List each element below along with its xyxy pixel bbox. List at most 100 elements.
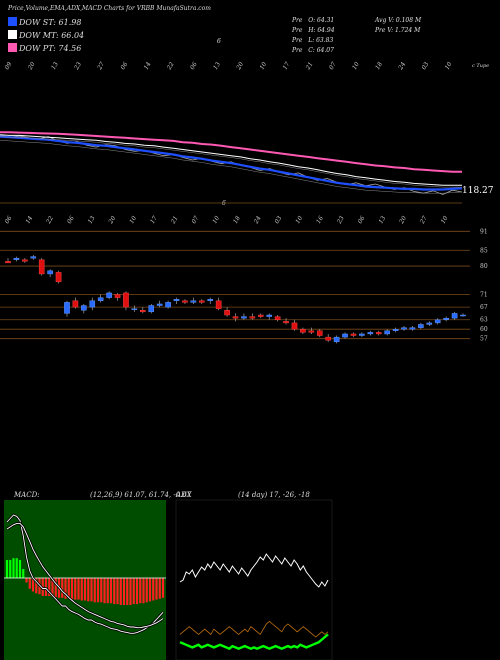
price-y-tick: 85 xyxy=(480,247,488,254)
candle-body xyxy=(165,302,171,308)
price-x-tick: 06 xyxy=(66,215,76,225)
candle-body xyxy=(72,300,79,308)
candle-body xyxy=(443,317,449,320)
candle-body xyxy=(55,272,62,283)
ema-shadow-line xyxy=(0,136,462,188)
price-y-tick: 71 xyxy=(480,291,488,298)
legend-mt: DOW MT: 66.04 xyxy=(8,30,84,40)
ema-last-value: 118.27 xyxy=(462,186,494,196)
candle-body xyxy=(81,305,87,311)
candle-body xyxy=(283,321,289,324)
st-swatch xyxy=(8,17,17,26)
adx-plus-di-line xyxy=(179,620,329,638)
candle-body xyxy=(249,316,256,319)
price-x-tick: 20 xyxy=(107,215,117,226)
price-x-tick: 10 xyxy=(294,215,304,225)
price-x-tick: 16 xyxy=(315,215,325,225)
adx-line xyxy=(179,553,329,588)
candle-body xyxy=(359,333,365,336)
candle-body xyxy=(300,329,306,333)
candle-body xyxy=(224,310,230,316)
price-x-tick: 13 xyxy=(377,215,387,225)
price-x-tick: 10 xyxy=(211,215,221,225)
candle-body xyxy=(89,300,96,308)
mt-swatch xyxy=(8,30,17,39)
price-low: Pre L: 63.83 xyxy=(292,37,334,44)
price-y-tick: 67 xyxy=(480,304,488,311)
ema-x-tick: 09 xyxy=(4,61,14,71)
candle-body xyxy=(123,292,129,308)
price-x-tick: 10 xyxy=(440,215,450,225)
ema-x-tick: 10 xyxy=(258,61,268,71)
ema-x-tick: 20 xyxy=(26,61,36,72)
macd-title: MACD: xyxy=(14,491,40,499)
ema-x-tick: 21 xyxy=(304,61,314,72)
candle-body xyxy=(460,314,466,317)
candle-body xyxy=(316,330,323,336)
ema-x-tick: 14 xyxy=(143,61,153,71)
ema-line-st xyxy=(0,135,463,191)
candle-body xyxy=(5,261,11,264)
candle-body xyxy=(342,333,348,338)
ema-shadow-line xyxy=(0,140,463,194)
price-y-tick: 63 xyxy=(480,317,488,324)
ema-x-tick: 17 xyxy=(282,61,292,71)
ema-x-tick: 07 xyxy=(328,61,338,71)
ema-x-tick: 22 xyxy=(165,61,175,72)
candle-body xyxy=(148,305,155,313)
price-open: Pre O: 64.31 xyxy=(292,17,335,24)
price-x-tick: 14 xyxy=(24,215,34,225)
ema-corner-label: c Tupe xyxy=(472,63,490,69)
price-x-tick: 03 xyxy=(274,215,284,225)
price-top-marker: 6 xyxy=(222,200,226,207)
price-x-tick: 22 xyxy=(45,215,55,226)
candle-body xyxy=(173,299,180,301)
ema-x-tick: 10 xyxy=(351,61,361,71)
candle-body xyxy=(333,336,340,343)
price-close: Pre C: 64.07 xyxy=(292,47,334,54)
candle-body xyxy=(38,259,45,275)
price-x-tick: 10 xyxy=(128,215,138,225)
ema-x-tick: 06 xyxy=(119,61,129,71)
candle-body xyxy=(409,327,416,330)
ema-x-tick: 13 xyxy=(50,61,60,71)
price-x-tick: 27 xyxy=(418,215,428,226)
price-x-tick: 23 xyxy=(335,215,345,226)
price-x-tick: 24 xyxy=(252,215,262,226)
adx-params: (14 day) 17, -26, -18 xyxy=(238,491,310,499)
candle-body xyxy=(106,292,112,298)
ema-line-price xyxy=(0,135,463,195)
candle-body xyxy=(325,336,331,341)
price-y-tick: 80 xyxy=(480,263,488,270)
price-x-tick: 06 xyxy=(357,215,367,225)
pre-volume: Pre V: 1.724 M xyxy=(375,27,421,34)
price-y-tick: 91 xyxy=(480,228,488,235)
price-x-tick: 13 xyxy=(87,215,97,225)
candle-body xyxy=(274,316,281,320)
macd-params: (12,26,9) 61.07, 61.74, -0.67 xyxy=(90,491,192,499)
ema-line-pt xyxy=(0,131,462,173)
candle-body xyxy=(47,270,53,275)
adx-title: ADX xyxy=(176,491,192,499)
candle-body xyxy=(434,319,441,324)
candle-body xyxy=(131,308,138,310)
legend-st: DOW ST: 61.98 xyxy=(8,17,81,27)
candle-body xyxy=(392,329,399,331)
candle-body xyxy=(426,322,433,325)
macd-line-macd xyxy=(6,514,164,634)
ema-x-tick: 10 xyxy=(444,61,454,71)
candle-body xyxy=(207,299,214,301)
ema-x-tick: 18 xyxy=(374,61,384,71)
price-y-tick: 57 xyxy=(480,336,488,343)
candle-body xyxy=(97,297,104,301)
ema-x-tick: 23 xyxy=(73,61,83,72)
candle-body xyxy=(241,316,247,319)
adx-background xyxy=(175,499,333,660)
candle-body xyxy=(418,324,424,328)
candle-body xyxy=(182,300,188,303)
legend-pt: DOW PT: 74.56 xyxy=(8,43,81,53)
candle-body xyxy=(13,257,20,260)
price-x-tick: 18 xyxy=(232,215,242,225)
pt-swatch xyxy=(8,43,17,52)
